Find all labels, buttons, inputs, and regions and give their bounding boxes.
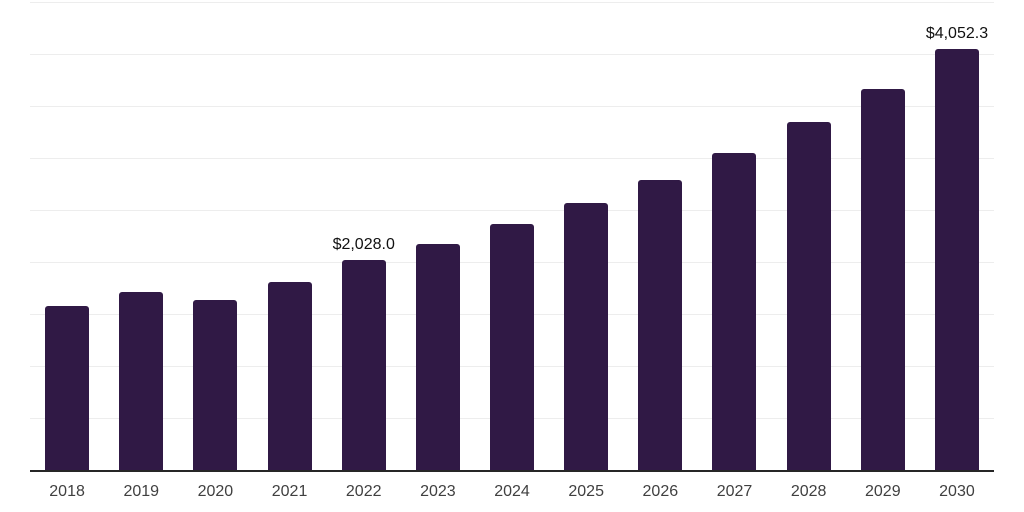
bar [490,224,535,471]
data-label: $2,028.0 [332,235,395,253]
bar [415,244,460,471]
bar-slot [697,0,771,471]
bar-slot [623,0,697,471]
bar-slot [252,0,326,471]
bar [119,291,164,471]
bar [45,305,90,471]
bar-slot: $4,052.3 [920,0,994,471]
x-axis-labels: 2018 2019 2020 2021 2022 2023 2024 2025 2026 2027… [30,481,994,503]
x-tick-label: 2030 [939,483,975,500]
bar [341,259,386,471]
x-tick-label: 2019 [123,483,160,500]
gridline [30,105,994,107]
bar [786,122,831,471]
bar-slot [178,0,252,471]
gridline [30,53,994,55]
bar-slot [475,0,549,471]
bar [712,153,757,471]
x-tick-label: 2021 [271,483,308,500]
x-tick-label: 2027 [716,483,753,500]
bar-slot [846,0,920,471]
bar-slot [30,0,104,471]
bar [638,180,683,471]
x-tick-label: 2026 [642,483,679,500]
x-tick-label: 2029 [865,483,901,500]
x-tick-label: 2024 [494,483,530,500]
bar-slot [401,0,475,471]
x-tick-label: 2028 [790,483,827,500]
x-tick-label: 2025 [568,483,604,500]
x-tick-label: 2018 [49,483,85,500]
bar [860,88,905,471]
bar [267,281,312,471]
gridline [30,157,994,159]
bar [564,203,609,471]
x-tick-label: 2020 [197,483,234,500]
plot-area: $2,028.0 $4,052.3 [30,0,994,472]
bars-layer: $2,028.0 $4,052.3 [30,0,994,471]
x-tick-label: 2023 [420,483,456,500]
bar-slot [104,0,178,471]
gridline [30,1,994,3]
bar-slot [772,0,846,471]
bar [193,300,238,471]
data-label: $4,052.3 [925,25,989,43]
bar-slot: $2,028.0 [327,0,401,471]
bar-slot [549,0,623,471]
bar [934,49,979,471]
x-tick-label: 2022 [345,483,382,500]
gridline [30,209,994,211]
x-axis-line [30,470,994,472]
